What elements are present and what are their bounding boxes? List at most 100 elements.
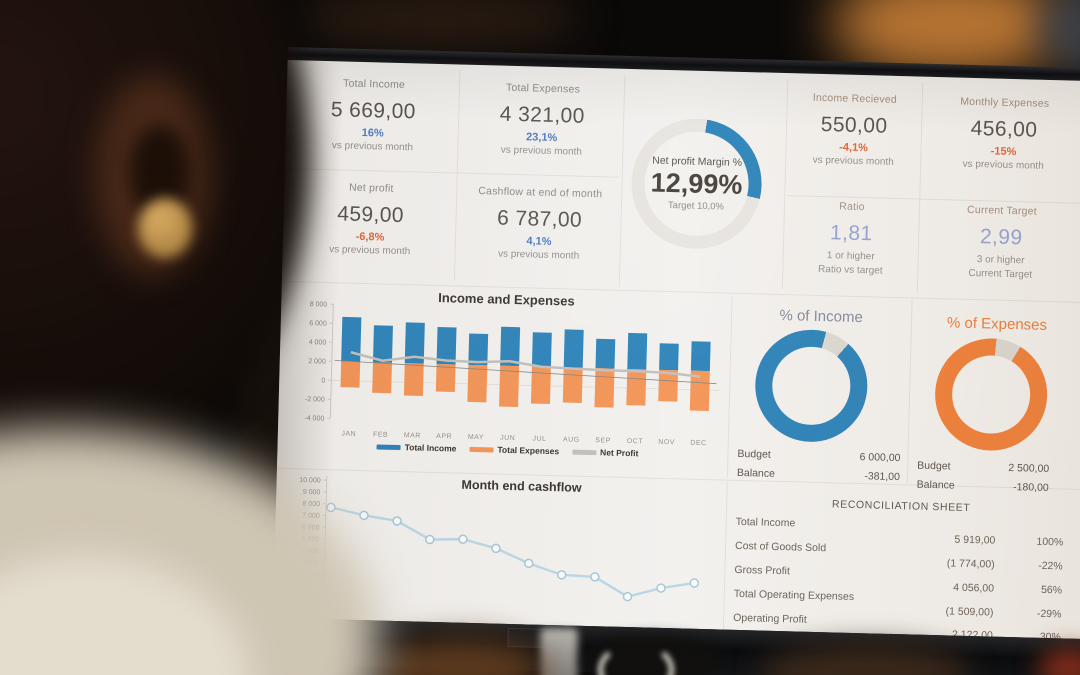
monitor-stand <box>540 628 578 675</box>
kpi-value: 550,00 <box>820 112 888 138</box>
kpi-tile-net-profit: Net profit 459,00 -6,8% vs previous mont… <box>289 180 453 258</box>
income-expenses-chart: 8 000 6 000 4 000 2 000 0 -2 000 -4 000 JAN FEB M… <box>304 301 720 447</box>
recon-row-pct: -29% <box>1036 607 1062 621</box>
kpi-caption: 1 or higher Ratio vs target <box>786 248 915 278</box>
budget-label: Budget <box>737 447 771 461</box>
legend-label: Total Income <box>404 442 457 454</box>
svg-text:6 000: 6 000 <box>309 320 327 327</box>
kpi-value: 2,99 <box>979 225 1023 250</box>
balance-row: Balance -180,00 <box>917 479 1049 494</box>
recon-row-pct: 100% <box>1036 535 1064 549</box>
gauge-text: Net profit Margin % 12,99% Target 10,0% <box>623 117 770 251</box>
svg-text:-2 000: -2 000 <box>305 396 325 404</box>
svg-text:FEB: FEB <box>373 431 388 438</box>
svg-text:MAR: MAR <box>404 432 421 439</box>
svg-text:NOV: NOV <box>658 439 675 446</box>
budget-row: Budget 2 500,00 <box>917 460 1049 475</box>
svg-text:OCT: OCT <box>627 438 644 445</box>
kpi-caption-line2: Ratio vs target <box>817 263 883 277</box>
balance-label: Balance <box>736 466 776 480</box>
earring <box>138 198 192 258</box>
legend-swatch <box>572 449 597 455</box>
background-room-shadow <box>300 0 580 50</box>
budget-value: 6 000,00 <box>859 451 901 465</box>
legend-label: Net Profit <box>600 447 639 459</box>
dashboard-screen: Total Income 5 669,00 16% vs previous mo… <box>273 59 1080 640</box>
legend-item: Total Expenses <box>469 444 559 456</box>
balance-label: Balance <box>916 478 955 492</box>
recon-row-label: Cost of Goods Sold <box>734 539 827 555</box>
kpi-tile-cashflow: Cashflow at end of month 6 787,00 4,1% v… <box>459 185 621 263</box>
kpi-label: Monthly Expenses <box>960 95 1050 110</box>
budget-value: 2 500,00 <box>1008 462 1050 476</box>
kpi-value: 6 787,00 <box>496 206 583 232</box>
gauge-target: Target 10,0% <box>667 200 725 213</box>
kpi-caption: vs previous month <box>500 144 583 158</box>
kpi-value: 459,00 <box>337 202 405 228</box>
gauge-label: Net profit Margin % <box>652 154 743 169</box>
recon-row-pct: 56% <box>1040 583 1063 597</box>
kpi-caption: vs previous month <box>962 158 1044 172</box>
svg-text:JUN: JUN <box>500 435 515 442</box>
kpi-caption-line2: Current Target <box>968 267 1033 281</box>
recon-row-value: (1 774,00) <box>946 557 995 571</box>
kpi-caption: vs previous month <box>812 154 894 168</box>
monitor: Total Income 5 669,00 16% vs previous mo… <box>271 47 1080 675</box>
kpi-caption: vs previous month <box>497 248 580 262</box>
budget-row: Budget 6 000,00 <box>737 448 900 464</box>
svg-text:SEP: SEP <box>595 437 611 444</box>
kpi-caption: vs previous month <box>331 140 414 154</box>
kpi-tile-monthly-expenses: Monthly Expenses 456,00 -15% vs previous… <box>923 95 1080 173</box>
kpi-value: 456,00 <box>970 116 1038 142</box>
kpi-value: 4 321,00 <box>499 102 586 128</box>
svg-text:9 000: 9 000 <box>303 489 321 496</box>
kpi-value: 1,81 <box>829 221 873 246</box>
kpi-label: Total Expenses <box>505 81 581 96</box>
kpi-label: Ratio <box>839 200 865 214</box>
kpi-tile-total-expenses: Total Expenses 4 321,00 23,1% vs previou… <box>461 81 623 159</box>
budget-label: Budget <box>917 459 951 473</box>
svg-text:0: 0 <box>321 377 325 384</box>
kpi-label: Cashflow at end of month <box>478 185 603 201</box>
svg-text:DEC: DEC <box>690 440 706 447</box>
kpi-label: Income Recieved <box>812 91 898 106</box>
svg-text:8 000: 8 000 <box>302 501 320 508</box>
legend-item: Net Profit <box>572 447 639 459</box>
kpi-label: Net profit <box>348 181 394 195</box>
kpi-tile-income-received: Income Recieved 550,00 -4,1% vs previous… <box>789 91 919 168</box>
legend-swatch <box>376 443 401 450</box>
kpi-tile-ratio: Ratio 1,81 1 or higher Ratio vs target <box>786 199 916 278</box>
svg-text:MAY: MAY <box>468 434 484 441</box>
kpi-tile-current-target: Current Target 2,99 3 or higher Current … <box>920 203 1080 283</box>
recon-row-label: Total Income <box>735 515 796 530</box>
divider <box>288 168 619 178</box>
legend-swatch <box>469 446 494 453</box>
kpi-label: Total Income <box>342 77 406 92</box>
kpi-tile-total-income: Total Income 5 669,00 16% vs previous mo… <box>291 76 455 154</box>
kpi-caption: vs previous month <box>328 244 411 258</box>
expenses-donut-title: % of Expenses <box>946 314 1048 334</box>
recon-row-value: (1 509,00) <box>945 605 994 619</box>
reconciliation-title: RECONCILIATION SHEET <box>831 498 971 515</box>
recon-row-label: Operating Profit <box>733 611 807 626</box>
recon-row-label: Total Operating Expenses <box>733 587 855 604</box>
background-gray-corner <box>1038 0 1080 75</box>
svg-text:JAN: JAN <box>341 431 356 438</box>
svg-text:10 000: 10 000 <box>299 477 321 485</box>
svg-text:8 000: 8 000 <box>310 301 328 308</box>
kpi-delta: -4,1% <box>839 141 869 155</box>
svg-text:AUG: AUG <box>563 436 580 443</box>
kpi-value: 5 669,00 <box>330 98 417 124</box>
svg-text:-4 000: -4 000 <box>304 415 324 423</box>
kpi-label: Current Target <box>966 203 1037 218</box>
legend-label: Total Expenses <box>497 444 560 457</box>
svg-text:APR: APR <box>436 433 452 440</box>
balance-value: -381,00 <box>864 470 901 484</box>
svg-text:2 000: 2 000 <box>308 358 326 365</box>
divider <box>906 300 913 483</box>
recon-row-pct: -22% <box>1038 559 1063 573</box>
gauge-value: 12,99% <box>650 167 743 200</box>
svg-text:4 000: 4 000 <box>309 339 327 346</box>
balance-value: -180,00 <box>1012 481 1049 495</box>
kpi-caption: 3 or higher Current Target <box>920 252 1080 283</box>
